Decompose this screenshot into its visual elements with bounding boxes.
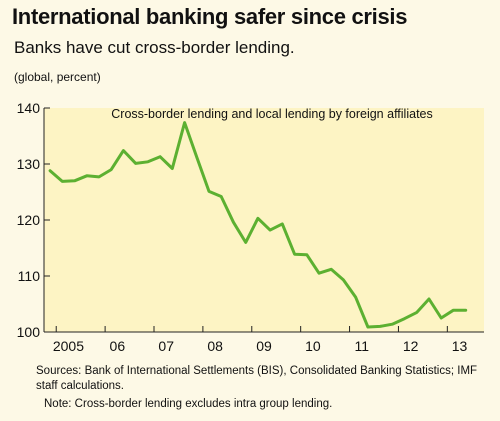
- x-tick-label: 2005: [53, 338, 84, 354]
- plot-inner-title: Cross-border lending and local lending b…: [111, 107, 433, 121]
- y-tick-label: 140: [17, 100, 41, 116]
- x-tick-label: 10: [305, 338, 321, 354]
- unit-label: (global, percent): [14, 70, 101, 84]
- x-tick-label: 13: [452, 338, 468, 354]
- x-tick-label: 09: [256, 338, 272, 354]
- x-tick-label: 07: [158, 338, 174, 354]
- y-tick-label: 130: [17, 156, 41, 172]
- plot-area: [44, 108, 484, 332]
- chart-subtitle: Banks have cut cross-border lending.: [14, 38, 295, 57]
- y-tick-label: 110: [18, 268, 41, 284]
- note-text: Note: Cross-border lending excludes intr…: [44, 398, 333, 410]
- x-tick-label: 08: [207, 338, 223, 354]
- x-tick-label: 11: [355, 338, 370, 354]
- series-layer: [48, 121, 468, 329]
- y-tick-label: 100: [17, 324, 41, 340]
- sources-text: Sources: Bank of International Settlemen…: [36, 365, 478, 392]
- line-chart: 100 110 120 130 140 2005 06 07 08 09 10 11 12 13 Cro…: [17, 100, 484, 354]
- x-ticks: 2005 06 07 08 09 10 11 12 13: [53, 326, 468, 354]
- y-ticks: 100 110 120 130 140: [17, 100, 50, 340]
- y-tick-label: 120: [17, 212, 41, 228]
- x-tick-label: 06: [110, 338, 126, 354]
- series-line: [48, 121, 468, 329]
- chart-title: International banking safer since crisis: [12, 4, 408, 29]
- x-tick-label: 12: [403, 338, 419, 354]
